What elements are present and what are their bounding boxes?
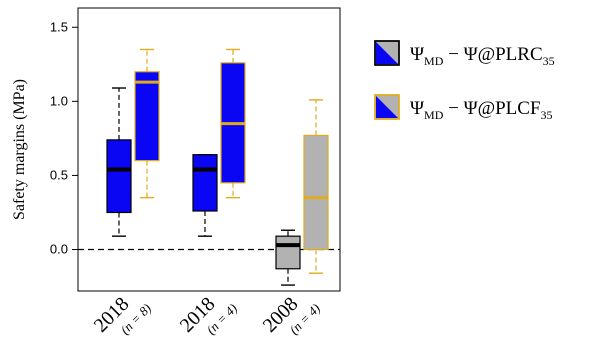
box-iqr (134, 71, 160, 162)
legend-swatch-triangle (376, 42, 398, 64)
legend-entry-plcf: ΨMD − Ψ@PLCF35 (374, 94, 553, 122)
legend-swatch-border (374, 94, 400, 120)
legend-entry-plrc: ΨMD − Ψ@PLRC35 (374, 40, 555, 68)
box-iqr (303, 134, 329, 251)
boxplot-plrc-group-3 (275, 229, 301, 286)
boxplot-plcf-group-1 (134, 48, 160, 199)
y-axis-title: Safety margins (MPa) (11, 79, 28, 220)
box-iqr (106, 139, 132, 214)
boxplot-plrc-group-2 (192, 153, 218, 237)
box-iqr (192, 154, 218, 212)
y-tick-label: 1.5 (50, 19, 68, 34)
box-iqr (275, 235, 301, 270)
y-tick-label: 0.0 (50, 242, 68, 257)
plot-frame (77, 7, 341, 292)
boxplot-plcf-group-3 (303, 99, 329, 274)
legend-swatch-border (374, 40, 400, 66)
legend-swatch-triangle (376, 96, 398, 118)
y-tick-label: 1.0 (50, 93, 68, 108)
boxplot-plrc-group-1 (106, 87, 132, 237)
legend-label: ΨMD − Ψ@PLCF35 (410, 98, 553, 122)
legend-label: ΨMD − Ψ@PLRC35 (410, 44, 555, 68)
boxplot-plcf-group-2 (220, 48, 246, 199)
y-tick-label: 0.5 (50, 167, 68, 182)
